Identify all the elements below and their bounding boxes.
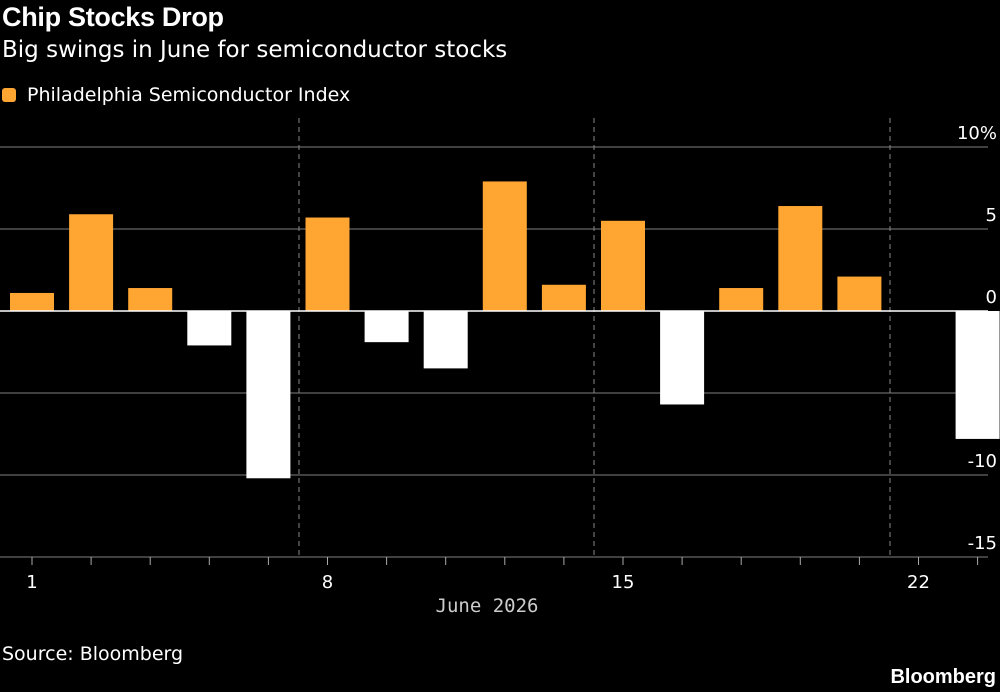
bar [482, 181, 527, 311]
y-tick-label: 5 [986, 205, 997, 226]
bar [601, 220, 645, 311]
x-tick-label: 22 [907, 572, 930, 593]
chart-title: Chip Stocks Drop [2, 2, 224, 32]
bar [128, 288, 173, 311]
y-tick-label: 10% [957, 123, 997, 144]
bar [305, 217, 350, 311]
bar [837, 276, 882, 311]
y-tick-label: 0 [986, 287, 997, 308]
bar [10, 292, 54, 311]
bar [364, 311, 409, 343]
bar [541, 284, 586, 311]
y-tick-label: -15 [968, 533, 997, 554]
source-note: Source: Bloomberg [2, 643, 184, 665]
bar [423, 311, 468, 369]
bar [69, 214, 114, 311]
y-tick-label: -10 [968, 451, 997, 472]
x-tick-label: 8 [322, 572, 333, 593]
bar [246, 311, 291, 479]
x-tick-label: 1 [26, 572, 37, 593]
x-axis-label: June 2026 [436, 595, 539, 617]
bar [660, 311, 705, 405]
bar [719, 288, 764, 311]
bar [187, 311, 232, 346]
legend: Philadelphia Semiconductor Index [2, 84, 350, 106]
chart-subtitle: Big swings in June for semiconductor sto… [2, 37, 508, 63]
legend-swatch [2, 88, 16, 102]
x-tick-label: 15 [612, 572, 635, 593]
bar [778, 206, 823, 311]
bar [955, 311, 1000, 439]
brand-logo: Bloomberg [890, 666, 996, 688]
legend-label: Philadelphia Semiconductor Index [27, 84, 351, 106]
